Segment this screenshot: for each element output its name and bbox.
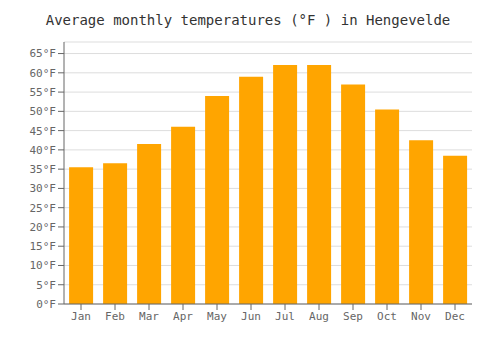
- svg-text:Feb: Feb: [105, 310, 125, 323]
- svg-text:15°F: 15°F: [30, 240, 57, 253]
- svg-text:25°F: 25°F: [30, 202, 57, 215]
- svg-text:May: May: [207, 310, 227, 323]
- svg-text:10°F: 10°F: [30, 259, 57, 272]
- svg-text:Mar: Mar: [139, 310, 159, 323]
- svg-text:Jul: Jul: [275, 310, 295, 323]
- svg-text:55°F: 55°F: [30, 86, 57, 99]
- svg-text:30°F: 30°F: [30, 182, 57, 195]
- svg-text:Jun: Jun: [241, 310, 261, 323]
- svg-text:Aug: Aug: [309, 310, 329, 323]
- svg-text:50°F: 50°F: [30, 105, 57, 118]
- svg-text:40°F: 40°F: [30, 144, 57, 157]
- svg-text:Apr: Apr: [173, 310, 193, 323]
- svg-text:45°F: 45°F: [30, 125, 57, 138]
- svg-text:65°F: 65°F: [30, 47, 57, 60]
- svg-text:Jan: Jan: [71, 310, 91, 323]
- svg-text:Oct: Oct: [377, 310, 397, 323]
- svg-text:60°F: 60°F: [30, 67, 57, 80]
- svg-text:Nov: Nov: [411, 310, 431, 323]
- html-text:Average monthly temperatures (: Average monthly temperatures (°F ) in He…: [45, 12, 451, 28]
- svg-text:Sep: Sep: [343, 310, 363, 323]
- svg-text:5°F: 5°F: [36, 279, 56, 292]
- svg-text:0°F: 0°F: [36, 298, 56, 311]
- svg-text:Dec: Dec: [445, 310, 465, 323]
- svg-text:20°F: 20°F: [30, 221, 57, 234]
- svg-text:35°F: 35°F: [30, 163, 57, 176]
